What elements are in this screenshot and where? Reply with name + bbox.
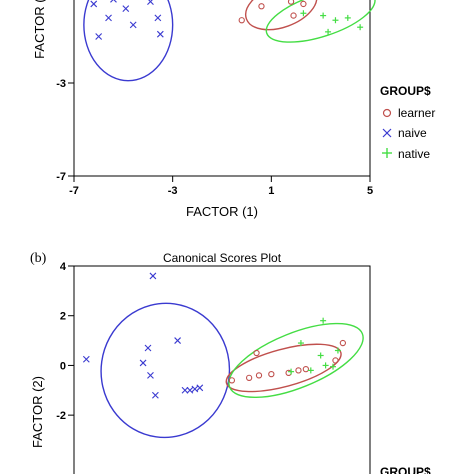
y-tick-label-a-1: -7 (56, 171, 66, 183)
ellipse-naive-b (100, 302, 231, 439)
point-learner-a-1 (258, 3, 265, 10)
chart-title-b: Canonical Scores Plot (163, 251, 282, 265)
point-learner-b-8 (339, 339, 347, 347)
point-learner-a-0 (238, 17, 245, 24)
point-native-a-4 (325, 28, 332, 35)
x-tick-label-a-1: -3 (168, 185, 178, 197)
point-learner-b-5 (295, 367, 302, 374)
point-naive-b-10 (152, 391, 159, 399)
legend-title-b: GROUP$ (380, 465, 431, 474)
point-naive-b-1 (149, 272, 157, 280)
point-naive-a-3 (147, 0, 154, 6)
point-naive-b-0 (82, 355, 90, 363)
point-native-a-3 (344, 14, 351, 21)
ellipse-learner-a (245, 0, 318, 31)
panel-label-b: (b) (30, 251, 47, 266)
point-native-a-0 (300, 10, 307, 17)
legend-title-a: GROUP$ (380, 84, 431, 98)
point-native-b-1 (307, 367, 314, 374)
plot-frame-b (73, 265, 371, 474)
point-naive-a-8 (156, 30, 164, 38)
y-tick-label-a-0: -3 (56, 78, 66, 90)
point-naive-b-2 (144, 344, 152, 352)
x-axis-title-a: FACTOR (1) (186, 204, 258, 219)
point-naive-b-4 (139, 359, 147, 367)
point-learner-a-3 (287, 0, 295, 5)
point-naive-a-2 (122, 5, 130, 12)
y-tick-label-b-1: 2 (60, 311, 66, 323)
point-native-b-5 (334, 347, 341, 354)
panel-b: (b) Canonical Scores Plot FACTOR (2) 4 2 0… (30, 251, 431, 474)
point-learner-b-6 (302, 366, 310, 373)
legend-marker-naive (382, 128, 392, 138)
y-tick-label-b-3: -2 (56, 410, 66, 422)
legend-marker-learner (382, 108, 392, 118)
point-naive-b-6 (181, 386, 189, 394)
x-tick-label-a-2: 1 (268, 185, 274, 197)
point-naive-b-7 (186, 386, 194, 394)
x-tick-label-a-0: -7 (69, 185, 79, 197)
x-tick-label-a-3: 5 (367, 185, 373, 197)
point-naive-b-9 (196, 384, 204, 392)
point-native-b-3 (330, 363, 336, 370)
point-naive-a-6 (154, 14, 162, 22)
legend-label-naive: naive (398, 126, 427, 140)
point-native-b-0 (288, 368, 295, 375)
point-native-b-2 (322, 362, 329, 369)
legend-marker-native (382, 148, 392, 158)
point-naive-a-0 (90, 0, 98, 8)
point-learner-b-1 (245, 374, 253, 382)
point-naive-b-8 (191, 385, 199, 393)
point-learner-a-5 (290, 12, 297, 19)
y-axis-title-b: FACTOR (2) (30, 376, 45, 448)
point-naive-a-5 (129, 21, 137, 29)
point-native-b-7 (320, 317, 327, 324)
ellipse-learner-b (225, 343, 342, 393)
point-native-b-6 (297, 340, 304, 347)
point-learner-b-3 (268, 370, 275, 378)
point-native-b-4 (317, 352, 324, 359)
point-naive-b-3 (174, 337, 181, 344)
point-learner-a-4 (300, 0, 307, 8)
legend-label-native: native (398, 147, 430, 161)
point-native-a-1 (320, 12, 327, 19)
ellipse-native-b (228, 322, 364, 399)
panel-a: FACTOR (2 FACTOR (1) -7 -3 1 5 -3 -7 GROUP$ … (32, 0, 435, 219)
plot-frame-a (73, 0, 371, 177)
legend-a: GROUP$ learner naive native (380, 84, 435, 161)
point-naive-a-7 (95, 33, 103, 40)
y-tick-label-b-0: 4 (60, 261, 67, 273)
ellipse-naive-a (83, 0, 174, 82)
y-axis-title-a: FACTOR (2 (32, 0, 47, 59)
point-learner-b-7 (332, 357, 339, 364)
point-learner-b-9 (253, 349, 260, 357)
legend-label-learner: learner (398, 106, 435, 120)
point-native-a-5 (357, 24, 364, 31)
point-naive-b-5 (147, 371, 154, 379)
point-naive-a-4 (105, 14, 112, 22)
point-naive-a-1 (110, 0, 117, 3)
y-tick-label-b-2: 0 (60, 360, 66, 372)
point-native-a-2 (332, 17, 339, 24)
ellipse-native-a (265, 0, 376, 43)
point-learner-b-0 (228, 377, 236, 384)
point-learner-b-2 (255, 372, 263, 379)
